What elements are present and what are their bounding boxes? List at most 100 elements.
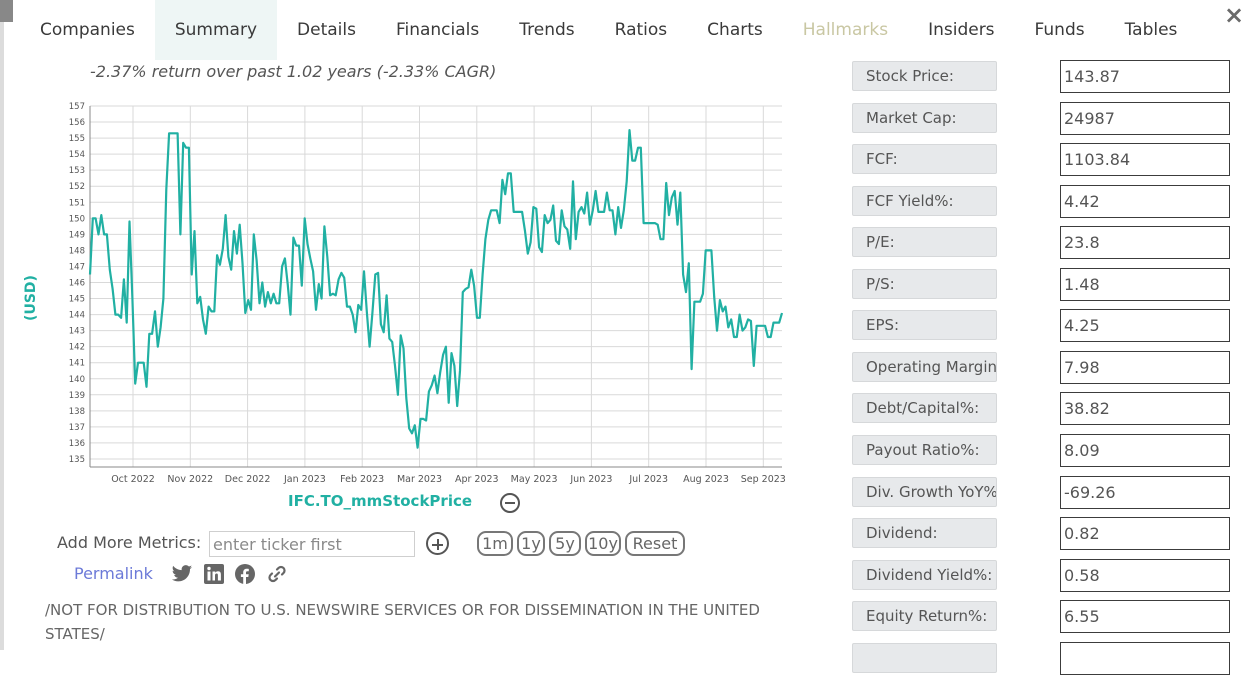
add-metric-icon[interactable]	[426, 532, 449, 555]
linkedin-icon[interactable]	[204, 564, 224, 584]
range-1m-button[interactable]: 1m	[477, 531, 513, 556]
tab-financials[interactable]: Financials	[395, 20, 480, 40]
tab-details[interactable]: Details	[297, 20, 356, 40]
metric-label-dividend: Dividend:	[852, 518, 997, 549]
metric-label-fcf: FCF:	[852, 144, 997, 175]
metric-value-p-e[interactable]: 23.8	[1060, 226, 1230, 260]
x-tick-label: Mar 2023	[397, 474, 442, 485]
y-tick-label: 147	[69, 262, 85, 272]
y-tick-label: 136	[69, 439, 85, 449]
y-tick-label: 142	[69, 343, 85, 353]
y-tick-label: 157	[69, 102, 85, 112]
metric-label-fcf-yield: FCF Yield%:	[852, 185, 997, 216]
x-tick-label: Dec 2022	[225, 474, 271, 485]
y-tick-label: 149	[69, 230, 85, 240]
tab-summary[interactable]: Summary	[154, 0, 278, 60]
metric-value-equity-return[interactable]: 6.55	[1060, 600, 1230, 634]
y-tick-label: 153	[69, 166, 85, 176]
remove-series-icon[interactable]	[500, 493, 520, 513]
tab-funds[interactable]: Funds	[1034, 20, 1085, 40]
metric-value-dividend-yield[interactable]: 0.58	[1060, 558, 1230, 592]
facebook-icon[interactable]	[235, 564, 255, 584]
range-buttons: 1m 1y 5y 10y Reset	[477, 531, 685, 556]
y-tick-label: 146	[69, 278, 85, 288]
add-metrics-label: Add More Metrics:	[57, 533, 202, 552]
metric-label-operating-margin: Operating Margin	[852, 351, 997, 382]
x-tick-label: Sep 2023	[741, 474, 786, 485]
metric-label-div-growth-yoy: Div. Growth YoY%	[852, 476, 997, 507]
close-icon[interactable]: ×	[1223, 1, 1245, 29]
metric-label-p-s: P/S:	[852, 268, 997, 299]
tab-insiders[interactable]: Insiders	[928, 20, 995, 40]
y-tick-label: 139	[69, 391, 85, 401]
x-tick-label: Nov 2022	[167, 474, 213, 485]
tab-trends[interactable]: Trends	[519, 20, 575, 40]
x-tick-label: Aug 2023	[683, 474, 729, 485]
link-icon[interactable]	[266, 564, 288, 584]
metric-value-stock-price[interactable]: 143.87	[1060, 60, 1230, 93]
metric-value-div-growth-yoy[interactable]: -69.26	[1060, 475, 1230, 509]
x-tick-label: Jun 2023	[569, 474, 612, 485]
y-tick-label: 138	[69, 407, 85, 417]
metric-value-operating-margin[interactable]: 7.98	[1060, 350, 1230, 384]
y-tick-label: 135	[69, 455, 85, 465]
metric-value-empty[interactable]	[1060, 641, 1230, 675]
metric-label-p-e: P/E:	[852, 227, 997, 258]
y-tick-label: 152	[69, 182, 85, 192]
metric-value-payout-ratio[interactable]: 8.09	[1060, 433, 1230, 467]
metric-value-p-s[interactable]: 1.48	[1060, 267, 1230, 301]
tab-ratios[interactable]: Ratios	[614, 20, 668, 40]
range-10y-button[interactable]: 10y	[585, 531, 621, 556]
y-tick-label: 156	[69, 118, 85, 128]
metric-value-fcf-yield[interactable]: 4.42	[1060, 184, 1230, 218]
x-tick-label: May 2023	[511, 474, 558, 485]
permalink-link[interactable]: Permalink	[74, 564, 153, 583]
return-summary-text: -2.37% return over past 1.02 years (-2.3…	[90, 62, 497, 81]
metric-label-market-cap: Market Cap:	[852, 102, 997, 133]
y-tick-label: 137	[69, 423, 85, 433]
metric-label-payout-ratio: Payout Ratio%:	[852, 434, 997, 465]
y-tick-label: 143	[69, 327, 85, 337]
y-tick-label: 148	[69, 246, 85, 256]
x-tick-label: Apr 2023	[455, 474, 499, 485]
x-tick-label: Jul 2023	[628, 474, 668, 485]
stock-price-chart: 135 136 137 138 139 140 141 142 143 144 145 146 147 1…	[69, 102, 786, 485]
tab-tables[interactable]: Tables	[1124, 20, 1178, 40]
x-tick-label: Feb 2023	[340, 474, 384, 485]
range-1y-button[interactable]: 1y	[517, 531, 545, 556]
y-tick-label: 144	[69, 311, 85, 321]
y-axis-label: (USD)	[22, 275, 39, 321]
tab-charts[interactable]: Charts	[707, 20, 763, 40]
metric-label-dividend-yield: Dividend Yield%:	[852, 559, 997, 590]
reset-button[interactable]: Reset	[625, 531, 685, 556]
series-label: IFC.TO_mmStockPrice	[288, 492, 473, 510]
y-tick-label: 145	[69, 295, 85, 305]
twitter-icon[interactable]	[171, 564, 193, 584]
y-tick-label: 154	[69, 150, 85, 160]
left-scroll-edge	[0, 0, 4, 650]
y-tick-label: 150	[69, 214, 85, 224]
metric-value-dividend[interactable]: 0.82	[1060, 517, 1230, 551]
price-series-line	[88, 128, 784, 449]
metric-value-fcf[interactable]: 1103.84	[1060, 143, 1230, 177]
range-5y-button[interactable]: 5y	[549, 531, 581, 556]
x-tick-label: Jan 2023	[283, 474, 326, 485]
x-tick-label: Oct 2022	[111, 474, 155, 485]
y-tick-label: 151	[69, 198, 85, 208]
tab-companies[interactable]: Companies	[40, 20, 135, 40]
metric-label-eps: EPS:	[852, 310, 997, 341]
y-axis-label-wrap: (USD)	[22, 270, 52, 330]
y-tick-label: 140	[69, 375, 85, 385]
metric-label-stock-price: Stock Price:	[852, 61, 997, 91]
y-tick-label: 141	[69, 359, 85, 369]
metric-value-market-cap[interactable]: 24987	[1060, 101, 1230, 135]
ticker-input[interactable]	[209, 531, 415, 557]
tab-hallmarks[interactable]: Hallmarks	[802, 20, 889, 40]
y-tick-label: 155	[69, 134, 85, 144]
left-scroll-thumb[interactable]	[0, 0, 13, 22]
metric-value-debt-capital[interactable]: 38.82	[1060, 392, 1230, 426]
metric-label-equity-return: Equity Return%:	[852, 601, 997, 632]
share-icons	[171, 564, 288, 584]
metric-value-eps[interactable]: 4.25	[1060, 309, 1230, 343]
metric-label-debt-capital: Debt/Capital%:	[852, 393, 997, 424]
